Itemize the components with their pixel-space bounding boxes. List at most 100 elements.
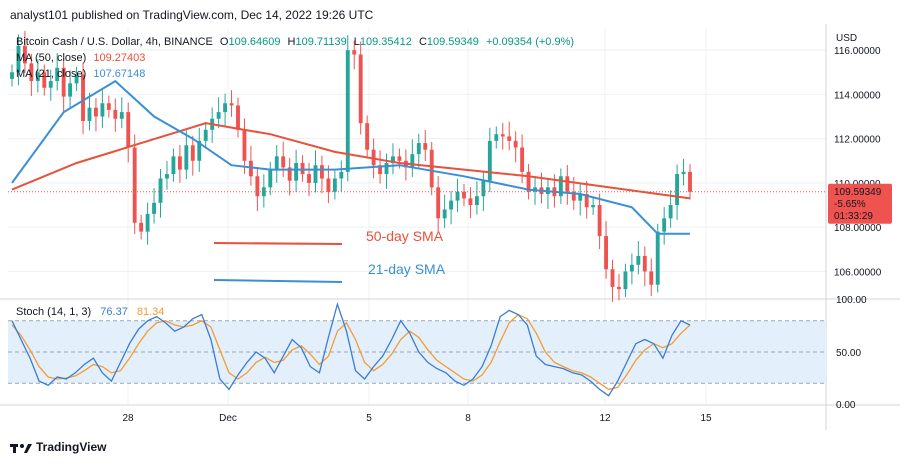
candle-body <box>307 174 311 183</box>
candle-body <box>597 205 602 237</box>
candle-body <box>216 112 221 119</box>
candle <box>261 174 266 208</box>
chart-axes: USD116.00000114.00000112.00000110.000001… <box>122 33 892 424</box>
candle-body <box>507 136 512 141</box>
candle-body <box>100 103 105 117</box>
candle <box>87 92 92 131</box>
legend-high: 109.71139 <box>295 36 347 48</box>
candle-body <box>242 129 247 161</box>
candle-body <box>423 143 428 150</box>
chart-legend: Bitcoin Cash / U.S. Dollar, 4h, BINANCE … <box>16 34 578 82</box>
candle <box>326 165 331 204</box>
candle <box>313 150 318 193</box>
candle <box>42 64 47 96</box>
candle <box>410 139 415 177</box>
currency-label: USD <box>836 33 857 44</box>
candle <box>442 194 447 228</box>
candle-body <box>113 109 118 119</box>
candle-body <box>578 193 583 201</box>
candle-body <box>68 83 73 97</box>
candle <box>455 178 460 212</box>
candle-body <box>410 154 415 168</box>
legend-ma21-row: MA (21, close) 107.67148 <box>16 66 578 82</box>
candle-body <box>584 193 589 208</box>
legend-low-label: L <box>353 36 360 48</box>
candle-body <box>55 67 60 82</box>
candle-body <box>500 134 505 137</box>
footer-brand[interactable]: TradingView <box>10 440 106 460</box>
candle <box>655 223 660 293</box>
legend-symbol-row: Bitcoin Cash / U.S. Dollar, 4h, BINANCE … <box>16 34 578 50</box>
candle <box>423 130 428 162</box>
candle-body <box>287 167 292 181</box>
candle <box>352 40 357 70</box>
moving-average-lines <box>8 79 826 235</box>
candle-body <box>126 112 131 148</box>
candle-body <box>94 107 98 117</box>
candle-body <box>339 171 344 179</box>
candle-body <box>268 169 273 188</box>
candle-body <box>171 156 176 175</box>
candle-body <box>139 222 144 232</box>
stoch-tick-label: 50.00 <box>836 348 861 359</box>
candle <box>494 126 499 149</box>
candle <box>139 215 144 240</box>
price-tick-label: 116.00000 <box>834 46 881 57</box>
candle-body <box>571 191 576 201</box>
candle-body <box>487 140 492 181</box>
candle <box>106 95 111 118</box>
candle <box>61 58 66 112</box>
candle-body <box>281 156 286 168</box>
candle-body <box>87 107 92 121</box>
candle <box>229 90 234 117</box>
candle <box>462 184 466 207</box>
candle-body <box>255 176 260 197</box>
candle-body <box>688 171 692 192</box>
candle <box>578 184 583 216</box>
candle-body <box>462 191 466 199</box>
candle <box>158 168 163 218</box>
price-badge-price: 109.59349 <box>834 187 882 198</box>
candle-body <box>190 145 195 161</box>
candle-body <box>152 202 156 214</box>
candle <box>145 202 150 245</box>
candle-body <box>48 81 53 88</box>
candle <box>100 90 105 128</box>
candle-body <box>610 269 615 287</box>
candle <box>16 34 21 86</box>
candle <box>558 168 563 204</box>
annotations: 50-day SMA 21-day SMA <box>213 228 446 283</box>
candle-body <box>391 156 395 163</box>
price-tick-label: 112.00000 <box>834 135 881 146</box>
candle-body <box>358 54 363 124</box>
price-tick-label: 114.00000 <box>834 90 881 101</box>
legend-change: +0.09354 (+0.9%) <box>485 36 575 48</box>
candle-body <box>320 165 324 179</box>
stoch-legend: Stoch (14, 1, 3) 76.37 81.34 <box>16 306 170 318</box>
stoch-k-line <box>11 301 691 397</box>
candle <box>358 41 363 135</box>
candle <box>74 66 79 92</box>
stoch-tick-label: 0.00 <box>836 400 856 411</box>
candle <box>165 161 169 190</box>
candle <box>29 53 34 96</box>
candle <box>604 221 608 279</box>
candle-body <box>197 140 202 161</box>
candle-body <box>378 165 382 175</box>
candle-body <box>42 72 47 88</box>
candle <box>242 118 247 174</box>
stoch-d-line <box>11 313 691 391</box>
candle <box>449 191 454 225</box>
candle-body <box>313 165 318 183</box>
legend-ma50-label: MA (50, close) <box>16 52 87 64</box>
candle-body <box>10 72 14 79</box>
candle-body <box>565 176 570 192</box>
candle <box>468 187 473 219</box>
candle <box>610 259 615 302</box>
candle <box>384 153 389 189</box>
candle-body <box>397 156 402 161</box>
candle-body <box>481 180 486 197</box>
tradingview-logo-icon <box>10 443 32 453</box>
candle <box>642 246 647 287</box>
candle <box>223 93 228 127</box>
